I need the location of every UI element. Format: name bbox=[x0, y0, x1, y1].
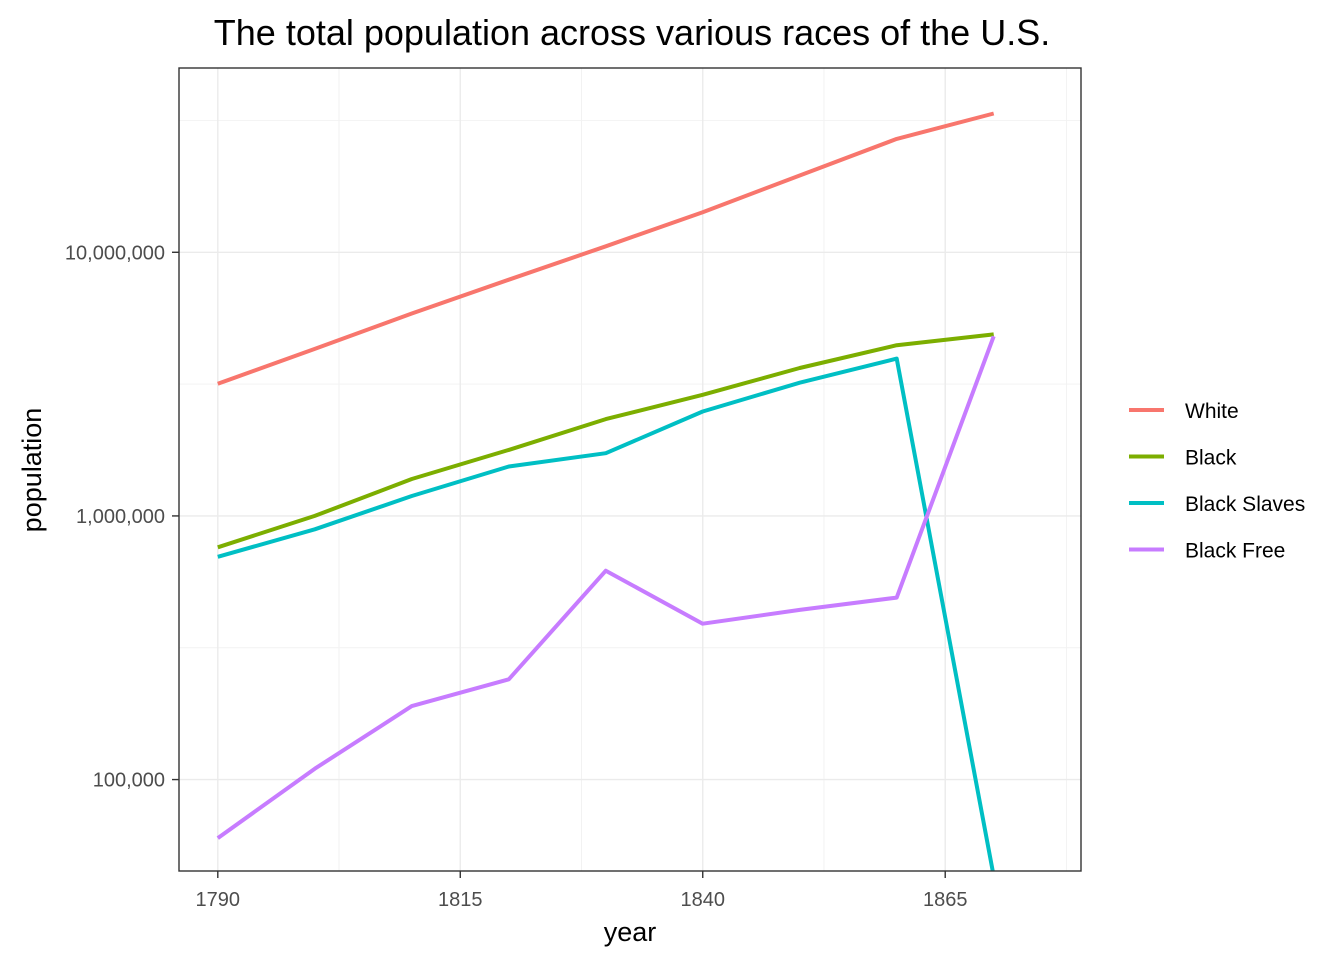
legend-label-white: White bbox=[1185, 400, 1239, 423]
legend: White Black Black Slaves Black Free bbox=[1129, 400, 1305, 563]
y-tick-label: 10,000,000 bbox=[65, 242, 165, 264]
series-line-black-slaves bbox=[217, 356, 995, 871]
x-tick-label: 1865 bbox=[923, 889, 968, 911]
x-axis: 1790 1815 1840 1865 bbox=[196, 871, 968, 911]
plot-panel-background bbox=[179, 68, 1081, 871]
y-tick-label: 100,000 bbox=[93, 770, 165, 792]
x-tick-label: 1815 bbox=[438, 889, 483, 911]
legend-label-black: Black bbox=[1185, 447, 1237, 470]
series-line-black bbox=[217, 332, 994, 550]
series-line-white bbox=[217, 111, 995, 386]
y-axis-title: population bbox=[17, 408, 47, 533]
plot-panel-border bbox=[178, 67, 1082, 872]
series-lines bbox=[216, 111, 996, 871]
legend-label-black-slaves: Black Slaves bbox=[1185, 493, 1305, 516]
legend-label-black-free: Black Free bbox=[1185, 540, 1285, 563]
y-axis: 100,000 1,000,000 10,000,000 bbox=[65, 242, 179, 792]
series-line-black-free bbox=[216, 335, 996, 840]
x-tick-label: 1790 bbox=[196, 889, 241, 911]
x-axis-title: year bbox=[604, 917, 657, 947]
chart-title: The total population across various race… bbox=[214, 12, 1050, 53]
x-tick-label: 1840 bbox=[680, 889, 725, 911]
y-tick-label: 1,000,000 bbox=[76, 506, 165, 528]
